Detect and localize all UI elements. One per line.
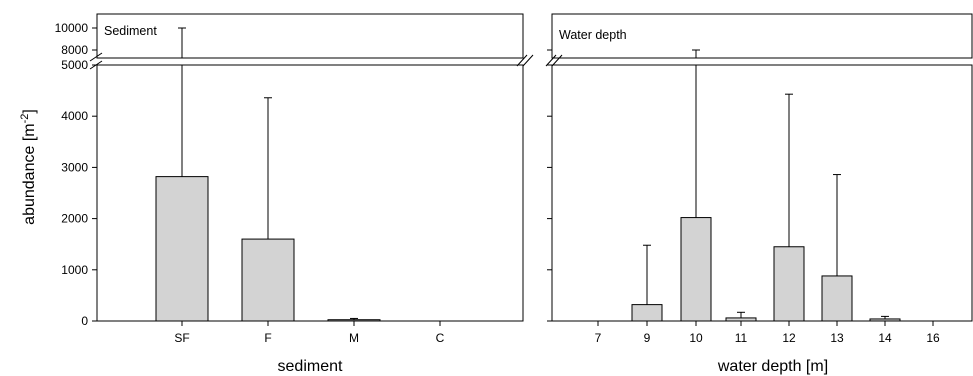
x-tick-label-C: C	[436, 331, 445, 345]
bar-12	[773, 246, 805, 322]
bar-11	[725, 317, 757, 322]
x-tick-label-9: 9	[644, 331, 651, 345]
water-depth-panel-label: Water depth	[559, 28, 627, 42]
water-depth-panel: Water depth 7 9 10 11 12 13 14 16 water depth […	[547, 13, 973, 375]
water-depth-x-ticks: 7 9 10 11 12 13 14 16	[595, 321, 940, 345]
water-depth-upper-frame	[551, 13, 973, 59]
x-tick-label-16: 16	[926, 331, 940, 345]
sediment-break-mark-top	[89, 52, 103, 62]
y-tick-label: 2000	[61, 212, 88, 226]
y-axis-title-main: abundance [m	[21, 123, 38, 224]
water-depth-bars	[583, 49, 948, 322]
sediment-bars	[155, 27, 466, 322]
sediment-break-mark-bottom	[89, 60, 103, 70]
x-tick-label-12: 12	[782, 331, 796, 345]
middle-break-mark-1	[516, 54, 528, 67]
bar-10	[680, 217, 712, 322]
y-tick-label: 10000	[55, 21, 89, 35]
y-tick-label: 1000	[61, 263, 88, 277]
water-depth-y-ticks	[547, 49, 552, 322]
y-tick-label: 3000	[61, 160, 88, 174]
sediment-lower-frame	[96, 64, 524, 322]
bar-13	[821, 275, 853, 322]
y-tick-label: 5000	[61, 58, 88, 72]
sediment-x-ticks: SF F M C	[174, 321, 445, 345]
sediment-upper-frame	[96, 13, 524, 59]
x-tick-label-SF: SF	[174, 331, 189, 345]
y-axis-title-close: ]	[21, 109, 38, 113]
x-tick-label-13: 13	[830, 331, 844, 345]
sediment-x-axis-title: sediment	[278, 358, 343, 375]
x-tick-label-11: 11	[735, 331, 748, 345]
y-axis-title-superscript: -2	[19, 114, 31, 124]
x-tick-label-F: F	[264, 331, 271, 345]
x-tick-label-7: 7	[595, 331, 602, 345]
sediment-panel: Sediment 010002000300040005000800010000 …	[55, 13, 524, 375]
middle-break-mark-4	[551, 54, 563, 67]
middle-break-mark-3	[545, 54, 557, 67]
x-tick-label-10: 10	[689, 331, 703, 345]
y-axis-title: abundance [m-2]	[19, 109, 38, 225]
y-tick-label: 4000	[61, 109, 88, 123]
bar-14	[869, 318, 901, 322]
y-tick-label: 8000	[61, 43, 88, 57]
water-depth-lower-frame	[551, 64, 973, 322]
sediment-panel-label: Sediment	[104, 24, 157, 38]
x-tick-label-14: 14	[878, 331, 892, 345]
bar-F	[241, 238, 295, 322]
water-depth-x-axis-title: water depth [m]	[717, 358, 828, 375]
y-tick-label: 0	[81, 314, 88, 328]
middle-break-mark-2	[522, 54, 534, 67]
x-tick-label-M: M	[349, 331, 359, 345]
bar-SF	[155, 176, 209, 322]
bar-9	[631, 304, 663, 322]
bar-M	[327, 319, 381, 322]
axis-break-marks	[88, 52, 563, 70]
